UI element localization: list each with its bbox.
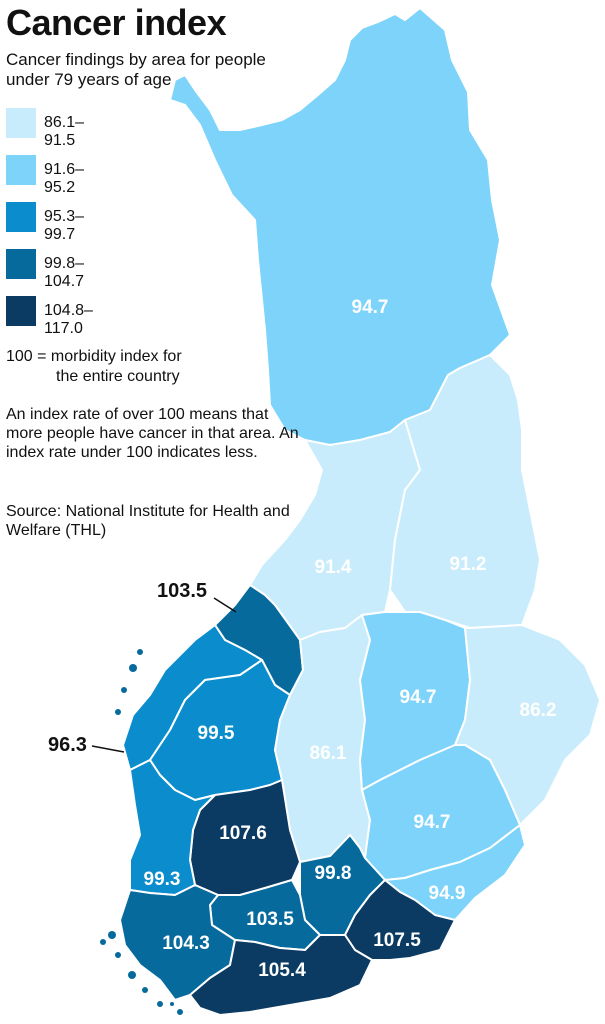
legend-swatch	[6, 155, 36, 185]
region-uusimaa	[189, 934, 373, 1016]
value-label-paijat-hame: 99.8	[315, 863, 352, 884]
value-label-uusimaa: 105.4	[258, 960, 306, 981]
region-lapland	[169, 7, 511, 446]
value-label-southwest-finland: 104.3	[162, 933, 210, 954]
value-label-central-finland: 86.1	[310, 743, 347, 764]
coastal-islands	[100, 649, 183, 1015]
value-label-pirkanmaa: 107.6	[219, 823, 267, 844]
value-label-satakunta: 99.3	[144, 869, 181, 890]
legend-label: 91.6–95.2	[44, 161, 85, 196]
region-kainuu	[389, 354, 541, 629]
value-label-north-ostrobothnia: 91.4	[315, 557, 352, 578]
value-label-south-savo: 94.7	[414, 812, 451, 833]
map-subtitle: Cancer findings by area for people under…	[6, 50, 266, 89]
legend-swatch	[6, 249, 36, 279]
value-label-kainuu: 91.2	[450, 554, 487, 575]
index-note: 100 = morbidity index for the entire cou…	[6, 347, 236, 387]
index-note-line1: 100 = morbidity index for	[6, 348, 182, 365]
region-value-labels: 94.7 91.4 91.2 99.5 86.1 94.7 86.2 107.6…	[144, 297, 557, 981]
callout-central-ostrobothnia: 103.5	[157, 580, 207, 602]
value-label-kanta-hame: 103.5	[246, 909, 294, 930]
value-label-south-ostrobothnia: 99.5	[198, 723, 235, 744]
callout-ostrobothnia: 96.3	[48, 734, 87, 756]
value-label-kymenlaakso: 107.5	[373, 930, 421, 951]
source-text: Source: National Institute for Health an…	[6, 503, 290, 539]
index-note-line2: the entire country	[56, 368, 180, 385]
region-north-karelia	[454, 624, 601, 826]
legend-label: 95.3–99.7	[44, 208, 85, 243]
value-label-north-karelia: 86.2	[520, 700, 557, 721]
legend-swatch	[6, 296, 36, 326]
map-title: Cancer index	[6, 2, 227, 43]
legend-swatch	[6, 108, 36, 138]
legend-label: 104.8–117.0	[44, 302, 93, 337]
value-label-south-karelia: 94.9	[429, 883, 466, 904]
callout-line-ostrobothnia	[91, 745, 125, 753]
callouts: 103.5 96.3	[48, 580, 237, 756]
legend-label: 99.8–104.7	[44, 255, 85, 290]
legend-swatch	[6, 202, 36, 232]
value-label-lapland: 94.7	[352, 297, 389, 318]
callout-line-central-ostrobothnia	[213, 597, 237, 613]
value-label-north-savo: 94.7	[400, 687, 437, 708]
explanation-text: An index rate of over 100 means that mor…	[6, 406, 299, 461]
region-satakunta	[129, 759, 216, 896]
legend-label: 86.1–91.5	[44, 114, 85, 149]
